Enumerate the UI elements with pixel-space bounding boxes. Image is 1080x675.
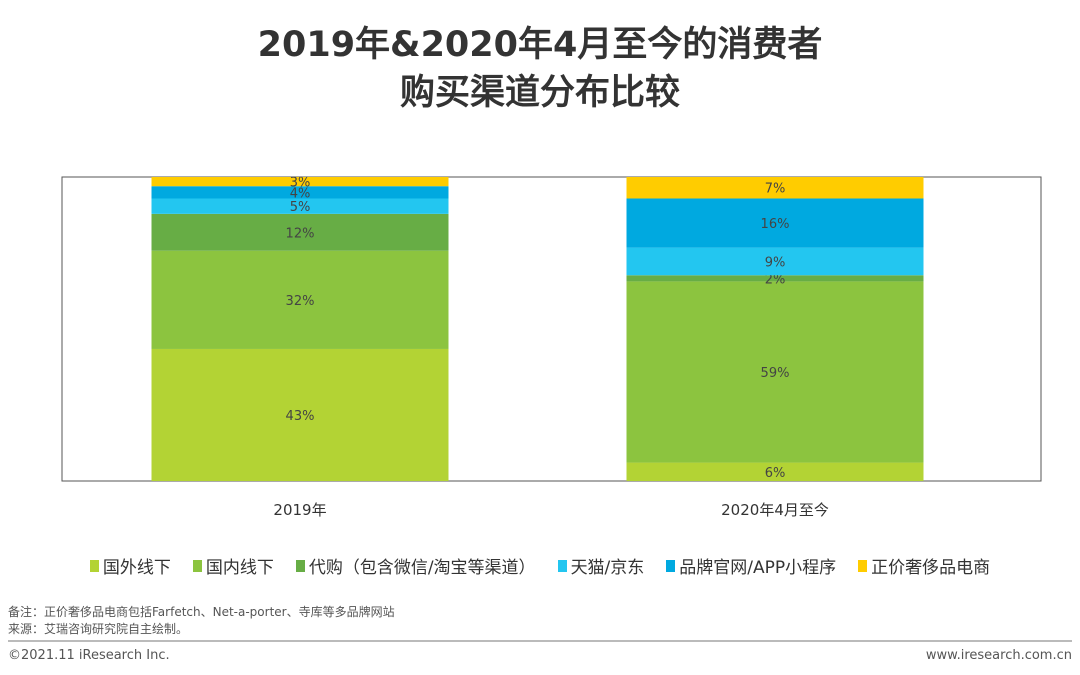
copyright: ©2021.11 iResearch Inc. [8,648,170,663]
data-label: 16% [761,217,790,232]
chart-title-line2: 购买渠道分布比较 [399,73,680,113]
bar-segment [626,247,924,276]
bar-segment [626,281,924,463]
legend-label: 品牌官网/APP小程序 [679,558,837,578]
legend-item: 品牌官网/APP小程序 [666,553,836,578]
source-note: 来源：艾瑞咨询研究院自主绘制。 [8,622,189,636]
legend-item: 天猫/京东 [557,553,645,578]
chart-title-line1: 2019年&2020年4月至今的消费者 [257,25,823,65]
legend-item: 代购（包含微信/淘宝等渠道） [295,553,536,578]
bar-segment [151,186,449,199]
bar-segment [626,198,924,248]
legend-swatch [666,559,676,572]
legend-item: 国外线下 [89,553,171,578]
legend: 国外线下 国内线下 代购（包含微信/淘宝等渠道） 天猫/京东 品牌官网/APP小程序 正价… [0,553,1080,578]
legend-swatch [295,559,305,572]
data-label: 7% [765,182,786,197]
bar-segment [151,198,449,214]
data-label: 2% [765,272,786,287]
bar-segment [626,177,924,199]
x-tick-label: 2020年4月至今 [721,501,829,519]
legend-swatch [89,559,99,572]
legend-label: 代购（包含微信/淘宝等渠道） [308,558,536,578]
legend-label: 国内线下 [205,558,274,578]
data-label: 4% [290,186,311,201]
legend-label: 天猫/京东 [570,558,645,578]
x-tick-label: 2019年 [273,501,326,519]
bar-segment [626,462,924,481]
legend-swatch [557,559,567,572]
legend-label: 正价奢侈品电商 [871,558,991,578]
stacked-bar-chart: 43% 32% 12% 5%4%3% 2019年 6% 59% 2% 9% 16% 7% 2020年4… [61,176,1042,519]
legend-item: 正价奢侈品电商 [858,553,990,578]
legend-item: 国内线下 [192,553,274,578]
footer-divider [8,640,1072,642]
data-label: 59% [761,366,790,381]
data-label: 3% [290,176,311,191]
data-label: 6% [765,466,786,481]
bar-segment [151,177,449,187]
data-label: 12% [286,226,315,241]
bar-segment [151,348,449,481]
plot-frame [61,176,1042,482]
data-label: 43% [286,409,315,424]
legend-swatch [192,559,202,572]
data-label: 5% [290,200,311,215]
bar-segment [151,250,449,349]
legend-swatch [858,559,868,572]
data-label: 9% [765,255,786,270]
website-link[interactable]: www.iresearch.com.cn [925,648,1072,663]
legend-label: 国外线下 [102,558,171,578]
data-label: 32% [286,294,315,309]
bar-segment [151,213,449,251]
bar-segment [626,275,924,282]
remark-note: 备注：正价奢侈品电商包括Farfetch、Net-a-porter、寺库等多品牌… [8,605,395,619]
